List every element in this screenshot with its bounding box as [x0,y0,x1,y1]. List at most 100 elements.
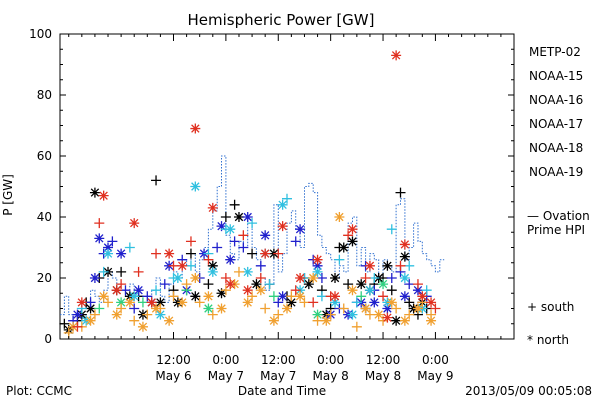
x-tick-date-label: May 7 [208,369,244,383]
south-point [391,303,402,314]
south-point [142,291,153,302]
south-point [247,248,258,259]
south-point [120,285,131,296]
south-point [133,266,144,277]
north-point [426,315,437,326]
north-point [282,303,292,314]
south-point [282,193,292,204]
south-point [290,236,301,247]
north-point [177,260,188,271]
south-point [286,291,297,302]
south-point [343,279,354,290]
north-point [111,285,122,296]
north-point [216,303,227,314]
south-point [220,273,231,283]
chart-title: Hemispheric Power [GW] [188,11,375,29]
y-axis-label: P [GW] [1,174,15,216]
north-point [172,273,183,283]
north-point [378,279,389,290]
south-point [255,260,266,271]
south-point [268,291,279,302]
south-point [386,224,397,235]
north-point [76,297,87,308]
north-point [151,303,162,314]
north-point [356,279,367,290]
x-tick-time-label: 0:00 [422,353,449,367]
south-point [273,297,284,308]
north-point [190,123,201,134]
series-layer [59,50,441,338]
x-axis-label: Date and Time [238,384,326,398]
north-point [177,297,188,308]
north-point [399,239,410,250]
south-point [255,273,266,283]
south-point [334,254,345,265]
north-point [207,266,218,277]
north-point [364,285,375,296]
north-point [190,273,201,283]
south-point [356,291,367,302]
north-point [417,291,428,302]
legend-item-noaa-17: NOAA-17 [529,117,583,131]
north-point [129,218,140,229]
y-tick-label: 40 [37,210,52,224]
north-point [295,273,306,283]
south-point [151,285,162,296]
south-point [72,321,83,332]
north-point [347,236,358,247]
y-tick-label: 100 [29,27,52,41]
legend-item-noaa-16: NOAA-16 [529,93,583,107]
south-point [98,266,109,277]
south-point [369,273,380,283]
north-point [312,260,323,271]
north-point [85,315,96,326]
north-point [334,212,345,222]
north-point [155,297,166,308]
north-point [116,297,127,308]
south-point [421,285,432,296]
north-point [146,297,157,308]
south-point [343,230,354,241]
south-point [312,315,323,326]
south-point [203,279,214,290]
north-point [225,254,236,265]
south-point [364,309,375,320]
south-point [142,309,153,320]
north-point [277,221,288,232]
y-tick-label: 60 [37,149,52,163]
south-point [404,309,415,320]
south-point [260,303,271,314]
south-point [151,175,162,186]
series-noaa-17-south [94,285,367,314]
south-point [351,321,362,332]
north-point [391,315,402,326]
south-point [430,303,441,314]
south-point [404,279,415,290]
north-point [216,288,227,299]
legend-item-metp-02: METP-02 [529,45,581,59]
south-point [404,297,415,308]
south-point [116,279,127,290]
north-point [111,309,122,320]
south-point [378,291,389,302]
series-noaa-19-south [72,218,441,332]
south-point [168,291,179,302]
south-point [203,254,214,265]
y-tick-label: 20 [37,271,52,285]
north-point [382,312,393,323]
legend-ovation-line2: Prime HPI [527,223,585,237]
north-point [89,187,100,198]
south-point [264,279,275,290]
south-point [247,218,258,229]
legend-item-noaa-15: NOAA-15 [529,69,583,83]
north-point [426,297,437,308]
south-point [316,291,327,302]
south-point [151,248,162,259]
north-point [203,291,214,302]
south-point [94,303,105,314]
south-point [316,273,327,283]
north-point [386,297,397,308]
south-point [229,199,240,210]
north-point [399,315,410,326]
